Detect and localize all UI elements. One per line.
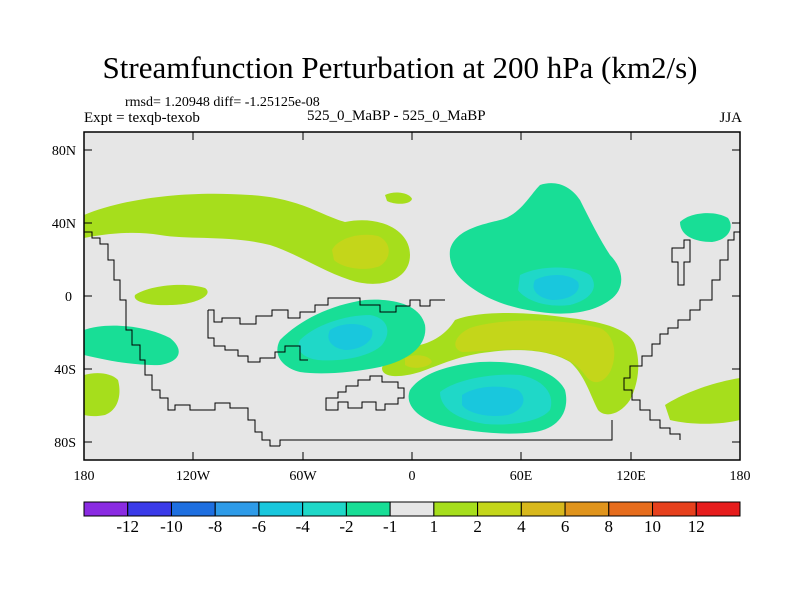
stats-label: rmsd= 1.20948 diff= -1.25125e-08 (125, 95, 320, 110)
colorbar-box (433, 501, 479, 517)
experiment-label: Expt = texqb-texob (84, 110, 200, 126)
lat-labels: 80N 40N 0 40S 80S (52, 144, 76, 451)
colorbar-label: 4 (517, 517, 526, 536)
colorbar-label: -8 (208, 517, 222, 536)
lat-label-0: 0 (65, 290, 72, 305)
contour-fill-layer (84, 183, 740, 434)
lon-label-180w: 180 (74, 469, 95, 484)
colorbar-label: -4 (296, 517, 311, 536)
colorbar (83, 501, 741, 517)
colorbar-labels: -12 -10 -8 -6 -4 -2 -1 1 2 4 6 8 10 12 (116, 517, 704, 536)
lon-label-0: 0 (409, 469, 416, 484)
colorbar-box (345, 501, 391, 517)
colorbar-box (695, 501, 741, 517)
colorbar-label: -2 (339, 517, 353, 536)
colorbar-label: -10 (160, 517, 183, 536)
contour-pos-3 (385, 192, 412, 204)
lon-labels: 180 120W 60W 0 60E 120E 180 (74, 469, 751, 484)
contour-pos-2 (134, 284, 208, 306)
lon-label-180e: 180 (730, 469, 751, 484)
contour-neg-11 (462, 386, 524, 416)
colorbar-label: 8 (605, 517, 614, 536)
lon-label-120e: 120E (616, 469, 646, 484)
contour-neg-10 (328, 324, 373, 350)
colorbar-box (564, 501, 610, 517)
colorbar-box (652, 501, 697, 517)
plot-title: Streamfunction Perturbation at 200 hPa (… (102, 50, 698, 85)
colorbar-label: -6 (252, 517, 266, 536)
lat-label-80n: 80N (52, 144, 76, 159)
lat-label-80s: 80S (54, 436, 76, 451)
contour-pos-7 (332, 234, 389, 269)
colorbar-label: -12 (116, 517, 139, 536)
colorbar-box (302, 501, 347, 517)
lon-label-120w: 120W (176, 469, 211, 484)
colorbar-box (258, 501, 304, 517)
lon-label-60w: 60W (289, 469, 317, 484)
colorbar-box (83, 501, 129, 517)
contour-pos-6 (665, 378, 740, 424)
contour-pos-5 (84, 373, 120, 417)
lat-label-40n: 40N (52, 217, 76, 232)
contour-neg-4 (84, 325, 179, 366)
contour-neg-9 (533, 274, 579, 300)
colorbar-box (170, 501, 216, 517)
contour-pos-1 (84, 193, 410, 284)
coastline-layer (84, 231, 740, 447)
coastline-americas (84, 231, 345, 447)
colorbar-box (520, 501, 566, 517)
colorbar-label: -1 (383, 517, 397, 536)
colorbar-box (389, 501, 435, 517)
colorbar-label: 10 (644, 517, 661, 536)
colorbar-label: 1 (430, 517, 439, 536)
colorbar-box (608, 501, 654, 517)
season-label: JJA (719, 110, 742, 126)
case-label: 525_0_MaBP - 525_0_MaBP (307, 108, 486, 124)
contour-neg-5 (680, 213, 731, 242)
colorbar-box (127, 501, 172, 517)
axis-ticks (84, 132, 740, 460)
colorbar-box (477, 501, 522, 517)
coastline-asia (279, 231, 740, 446)
colorbar-box (214, 501, 260, 517)
contour-pos-8 (455, 320, 615, 383)
lat-label-40s: 40S (54, 363, 76, 378)
contour-pos-9 (405, 355, 432, 368)
coastline-africa-europe (325, 297, 445, 411)
lon-label-60e: 60E (510, 469, 533, 484)
colorbar-label: 6 (561, 517, 570, 536)
colorbar-label: 2 (473, 517, 482, 536)
colorbar-label: 12 (688, 517, 705, 536)
